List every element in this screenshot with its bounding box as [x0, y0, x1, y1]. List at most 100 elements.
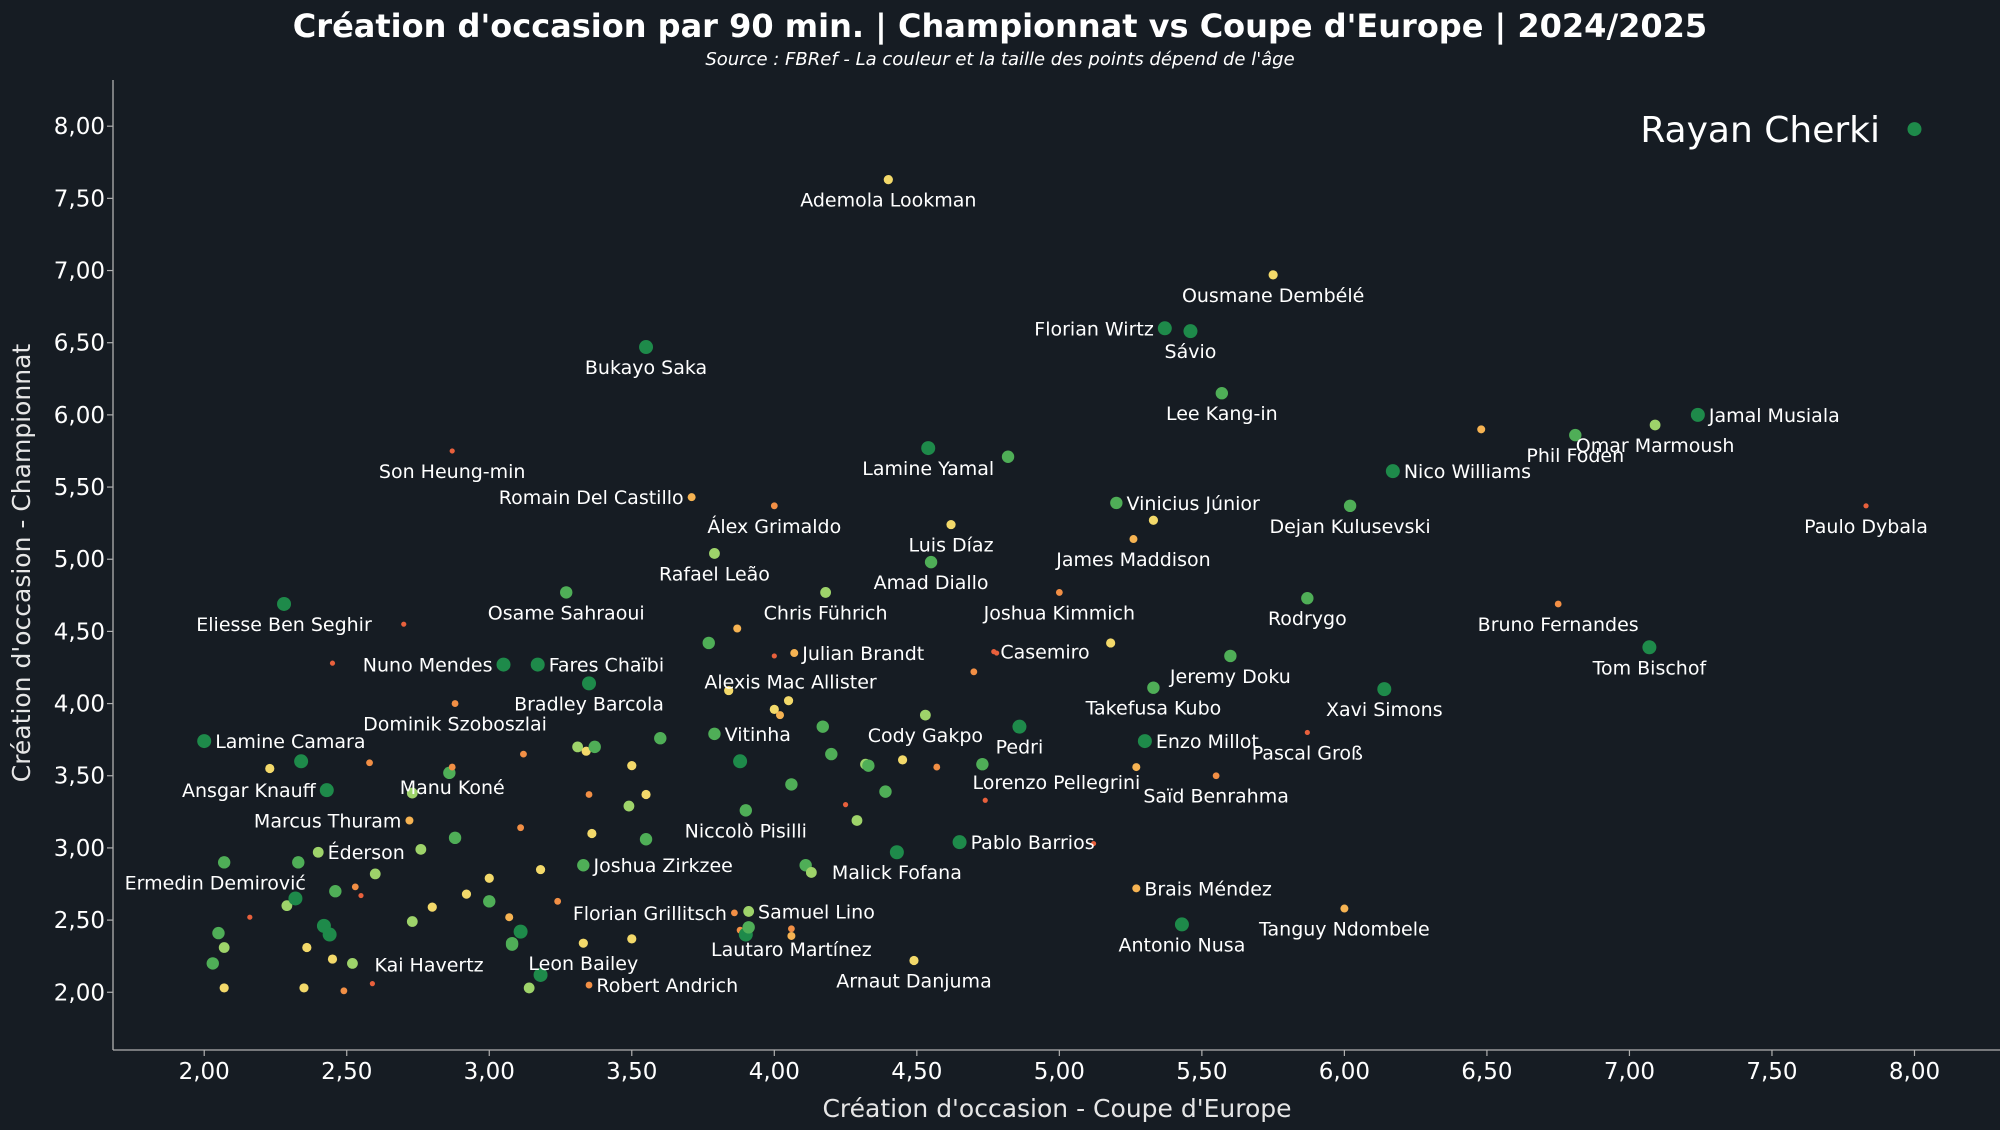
data-point-labeled — [1212, 772, 1220, 780]
x-tick-label: 4,00 — [749, 1059, 800, 1085]
point-label: Julian Brandt — [801, 643, 924, 665]
x-tick-label: 7,50 — [1746, 1059, 1797, 1085]
point-label: Vinicius Júnior — [1127, 493, 1260, 515]
point-label: Lamine Yamal — [862, 458, 994, 480]
data-point — [369, 868, 381, 880]
data-point-labeled — [319, 783, 334, 798]
data-point-labeled — [924, 555, 938, 569]
x-tick-label: 4,50 — [891, 1059, 942, 1085]
data-point — [970, 668, 978, 676]
point-label: Florian Grillitsch — [573, 903, 727, 925]
data-point-labeled — [578, 938, 588, 948]
data-point — [265, 763, 275, 774]
legend-label: Rayan Cherki — [1640, 110, 1880, 151]
data-point-labeled — [708, 727, 721, 741]
data-point-labeled — [1174, 917, 1189, 932]
data-point — [785, 778, 798, 791]
data-point-labeled — [1690, 407, 1705, 422]
data-point — [572, 741, 584, 753]
data-point — [294, 754, 309, 769]
data-point — [585, 791, 593, 798]
data-point — [212, 926, 225, 940]
data-point — [816, 720, 829, 733]
data-point — [302, 942, 312, 953]
point-label: Osame Sahraoui — [488, 602, 645, 624]
data-point-labeled — [687, 493, 696, 502]
data-point — [769, 704, 779, 714]
data-point-labeled — [790, 649, 799, 658]
point-label: Malick Fofana — [832, 862, 962, 884]
data-point — [825, 747, 838, 761]
point-label: Bruno Fernandes — [1478, 614, 1639, 636]
data-point — [787, 931, 796, 940]
data-point — [982, 797, 988, 803]
data-point — [517, 824, 525, 832]
point-label: Omar Marmoush — [1576, 435, 1735, 457]
point-label: Tanguy Ndombele — [1258, 919, 1430, 941]
data-point-labeled — [448, 763, 456, 771]
data-point — [219, 983, 229, 993]
data-point-labeled — [788, 925, 795, 933]
data-point-labeled — [312, 846, 324, 858]
point-label: Pascal Groß — [1252, 742, 1363, 764]
data-point — [733, 754, 748, 769]
data-point — [351, 883, 359, 891]
data-point — [206, 957, 219, 970]
data-point-labeled — [1055, 589, 1063, 596]
data-point — [897, 755, 908, 765]
point-label: Antonio Nusa — [1118, 934, 1245, 956]
point-label: Samuel Lino — [758, 901, 875, 923]
data-point-labeled — [946, 519, 956, 530]
point-label: Marcus Thuram — [254, 810, 402, 832]
point-label: Lamine Camara — [215, 731, 365, 753]
point-label: Bradley Barcola — [514, 693, 664, 715]
y-axis-label: Création d'occasion - Championnat — [7, 344, 36, 783]
data-point — [218, 942, 230, 953]
point-label: Brais Méndez — [1144, 878, 1272, 900]
data-point-labeled — [1343, 499, 1357, 513]
data-point — [329, 885, 342, 898]
data-point-labeled — [505, 938, 519, 951]
point-label: Florian Wirtz — [1034, 318, 1154, 340]
data-point — [641, 789, 651, 800]
point-label: Alexis Mac Allister — [704, 672, 876, 694]
data-point-labeled — [639, 340, 654, 355]
data-point — [329, 660, 336, 666]
point-label: Romain Del Castillo — [499, 487, 684, 509]
point-label: Casemiro — [1000, 642, 1089, 664]
y-tick-label: 3,00 — [54, 836, 105, 862]
point-label: Pablo Barrios — [971, 832, 1095, 854]
data-point-labeled — [743, 906, 755, 917]
data-point-labeled — [451, 700, 459, 707]
data-point-labeled — [1224, 649, 1237, 663]
point-label: Robert Andrich — [596, 975, 738, 997]
point-label: Chris Führich — [764, 602, 888, 624]
x-tick-label: 6,00 — [1319, 1059, 1370, 1085]
data-point — [587, 828, 597, 839]
data-point-labeled — [585, 981, 593, 989]
data-point — [299, 983, 309, 993]
point-label: Sávio — [1165, 341, 1217, 363]
point-label: Jamal Musiala — [1708, 405, 1840, 427]
data-point — [554, 897, 562, 905]
data-point — [366, 759, 373, 767]
data-point-labeled — [405, 816, 414, 825]
point-label: Paulo Dybala — [1804, 516, 1928, 538]
y-tick-label: 2,50 — [54, 908, 105, 934]
point-label: Takefusa Kubo — [1085, 698, 1222, 720]
data-point — [369, 981, 375, 987]
point-label: Dejan Kulusevski — [1269, 516, 1430, 538]
data-point — [842, 802, 849, 808]
point-labels: Ademola Lookman Ousmane Dembélé Florian Wi… — [125, 190, 1928, 997]
x-tick-label: 3,50 — [606, 1059, 657, 1085]
x-tick-label: 8,00 — [1889, 1059, 1940, 1085]
point-label: James Maddison — [1055, 549, 1210, 571]
data-point-labeled — [1012, 719, 1027, 734]
y-tick-label: 8,00 — [54, 114, 105, 140]
data-point-labeled — [730, 909, 738, 917]
point-label: Éderson — [328, 841, 405, 864]
point-label: Arnaut Danjuma — [836, 971, 991, 993]
y-tick-label: 4,50 — [54, 619, 105, 645]
data-point-labeled — [1554, 600, 1562, 608]
